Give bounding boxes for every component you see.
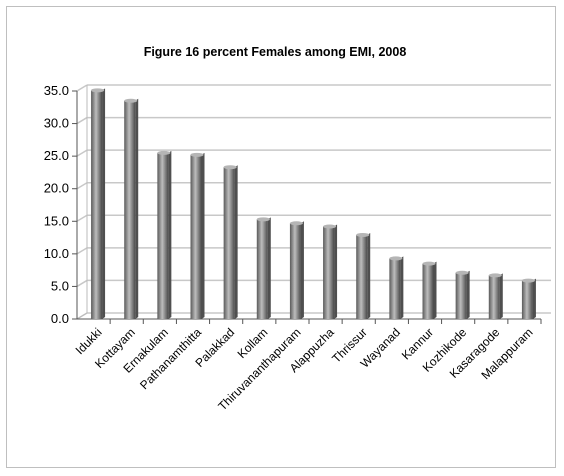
bar-side <box>102 88 106 319</box>
y-tick-label: 5.0 <box>51 278 69 293</box>
gridline-diag <box>76 84 88 92</box>
bar <box>289 223 301 319</box>
bar <box>356 234 368 319</box>
bar <box>455 272 467 319</box>
axes <box>72 85 542 324</box>
bar-top <box>521 278 535 283</box>
bar-side <box>499 273 503 319</box>
bar <box>157 152 169 319</box>
y-tick-label: 0.0 <box>51 311 69 326</box>
bar-side <box>532 278 536 319</box>
bar-top <box>455 270 469 275</box>
bar-top <box>190 152 204 157</box>
bar <box>190 154 202 319</box>
x-axis-ticks: IdukkiKottayamErnakulamPathanamthittaPal… <box>73 325 536 413</box>
bar-top <box>256 217 270 222</box>
bar-chart: Figure 16 percent Females among EMI, 200… <box>44 45 551 413</box>
bar-side <box>400 256 404 319</box>
bar <box>422 263 434 319</box>
floor-edge <box>76 312 88 320</box>
bar-top <box>91 88 105 93</box>
bar <box>124 100 136 320</box>
bar-top <box>223 165 237 170</box>
gridline-diag <box>76 214 88 222</box>
gridline-diag <box>76 247 88 255</box>
y-tick-label: 15.0 <box>44 213 69 228</box>
bar <box>323 226 335 319</box>
chart-title: Figure 16 percent Females among EMI, 200… <box>144 45 407 59</box>
bar <box>488 275 500 319</box>
bar-side <box>168 150 172 319</box>
y-tick-label: 35.0 <box>44 83 69 98</box>
bar-side <box>234 165 238 319</box>
bar-top <box>289 221 303 226</box>
bar <box>91 90 103 319</box>
y-tick-label: 20.0 <box>44 181 69 196</box>
bar-top <box>389 256 403 261</box>
bar-side <box>201 152 205 319</box>
bar-top <box>124 98 138 103</box>
bar <box>256 219 268 319</box>
gridline-diag <box>76 279 88 288</box>
bar-top <box>422 261 436 266</box>
y-tick-label: 10.0 <box>44 246 69 261</box>
bar-side <box>300 221 304 319</box>
chart-frame: Figure 16 percent Females among EMI, 200… <box>6 6 556 468</box>
bar <box>521 280 533 319</box>
bar <box>389 258 401 319</box>
bar-side <box>135 98 139 320</box>
bar-side <box>433 261 437 319</box>
gridlines <box>76 84 551 320</box>
gridline-diag <box>76 182 88 190</box>
bar-side <box>466 270 470 319</box>
bars <box>91 88 536 320</box>
gridline-diag <box>76 149 88 157</box>
y-axis-ticks: 0.0 5.0 10.0 15.0 20.0 25.0 30.0 35.0 <box>44 83 69 326</box>
bar-side <box>367 232 371 319</box>
y-tick-label: 30.0 <box>44 116 69 131</box>
gridline-diag <box>76 116 88 125</box>
bar-top <box>157 150 171 155</box>
bar-side <box>267 217 271 319</box>
bar-top <box>356 232 370 237</box>
bar-side <box>334 224 338 319</box>
bar-top <box>323 224 337 229</box>
bar-top <box>488 273 502 278</box>
bar <box>223 167 235 319</box>
y-tick-label: 25.0 <box>44 148 69 163</box>
